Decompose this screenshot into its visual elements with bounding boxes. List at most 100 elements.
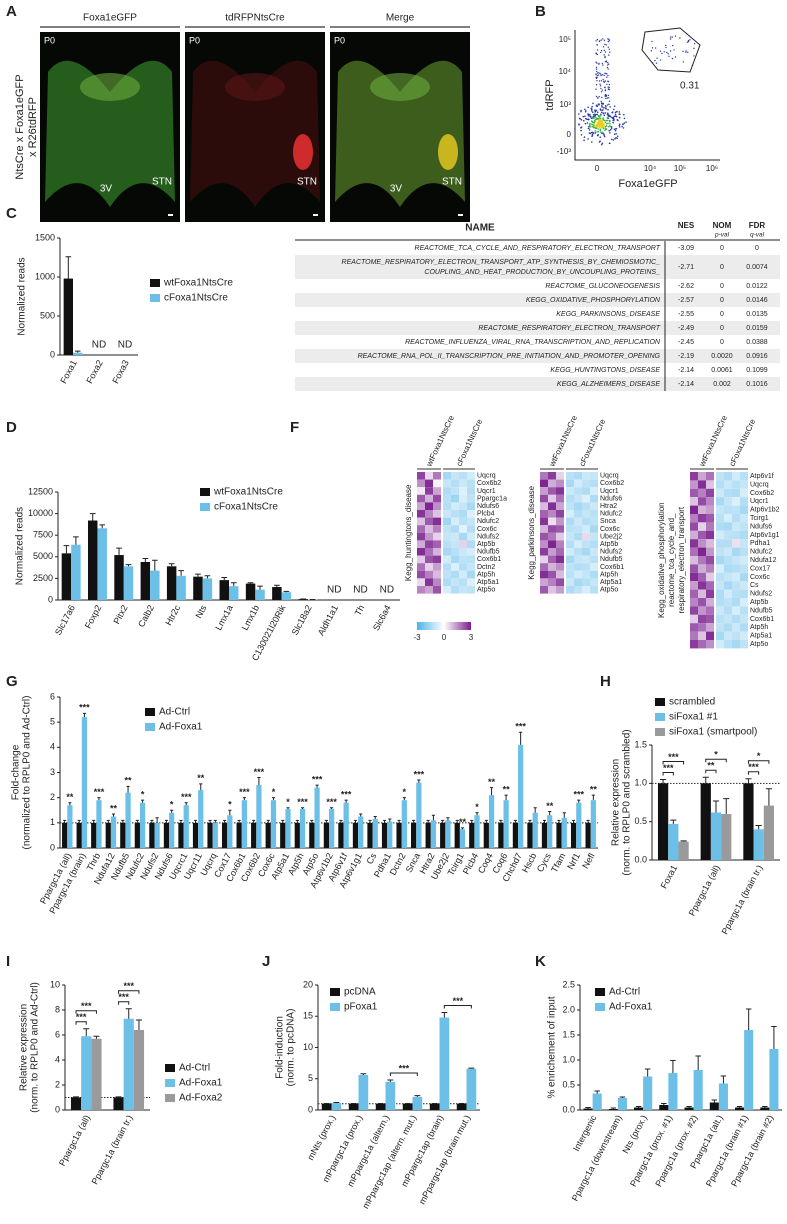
heat-cell — [740, 589, 748, 598]
event-dot — [609, 142, 611, 145]
x-tick-label: Intergenic — [571, 1113, 599, 1153]
table-cell: 0.0916 — [746, 353, 768, 360]
event-dot — [606, 76, 608, 79]
event-dot — [597, 74, 600, 76]
event-dot — [589, 122, 591, 125]
event-dot — [618, 124, 621, 127]
significance: * — [475, 802, 479, 812]
heat-cell — [706, 556, 714, 565]
heat-cell — [443, 502, 451, 510]
error-bar — [387, 1079, 394, 1082]
bar — [570, 822, 577, 848]
heat-cell — [548, 540, 556, 548]
heat-cell — [590, 494, 598, 503]
heat-cell — [443, 494, 451, 503]
heat-cell — [566, 578, 574, 586]
heat-cell — [556, 532, 564, 541]
event-dot — [616, 119, 619, 121]
event-dot — [596, 38, 599, 41]
legend-label: wtFoxa1NtsCre — [163, 278, 233, 289]
heat-cell — [706, 631, 714, 640]
bar — [71, 544, 81, 600]
heat-cell — [467, 525, 475, 533]
heat-cell — [740, 505, 748, 514]
legend-swatch — [595, 988, 605, 996]
heat-cell — [574, 494, 582, 503]
gene-label: Uqcr1 — [750, 498, 769, 505]
pathway-name: KEGG_ALZHEIMERS_DISEASE — [557, 381, 660, 388]
bar — [281, 592, 292, 600]
error-bar — [635, 1106, 642, 1108]
heat-cell — [698, 522, 706, 531]
heat-cell — [582, 570, 590, 579]
heat-cell — [556, 586, 564, 594]
bar — [294, 822, 300, 848]
bar — [527, 822, 533, 848]
legend-swatch — [145, 708, 155, 716]
bar — [617, 1098, 627, 1110]
y-tick-label: 15 — [303, 1011, 313, 1021]
heat-cell — [556, 479, 564, 488]
heat-cell — [590, 487, 598, 495]
heat-cell — [467, 510, 475, 518]
event-dot — [597, 125, 600, 128]
event-dot — [655, 62, 658, 64]
table-cell: 0.0074 — [746, 264, 768, 271]
heat-cell — [582, 578, 590, 586]
gene-label: Atp6v1f — [750, 473, 774, 480]
bar — [91, 1038, 102, 1110]
error-bar — [441, 1012, 448, 1018]
tissue — [80, 73, 140, 101]
heat-cell — [417, 578, 425, 586]
error-bar — [125, 564, 132, 567]
event-dot — [599, 108, 602, 110]
error-bar — [499, 819, 503, 823]
heat-cell — [467, 494, 475, 503]
event-dot — [659, 50, 662, 52]
heat-cell — [556, 555, 564, 564]
error-bar — [168, 563, 175, 567]
error-bar — [89, 513, 96, 521]
bar — [81, 717, 88, 848]
event-dot — [612, 118, 615, 121]
table-cell: -2.19 — [678, 353, 694, 360]
table-cell: 0 — [720, 325, 724, 332]
event-dot — [606, 104, 609, 106]
heat-cell — [467, 548, 475, 556]
legend-label: Ad-Foxa1 — [609, 1002, 653, 1013]
heat-cell — [417, 494, 425, 503]
table-cell: -2.49 — [678, 325, 694, 332]
event-dot — [622, 127, 625, 129]
table-subheader: q-val — [750, 232, 765, 239]
heat-cell — [724, 530, 732, 540]
bar — [183, 805, 189, 848]
error-bar — [745, 1008, 752, 1030]
heat-cell — [724, 631, 732, 640]
table-header: NOM — [713, 221, 732, 230]
heat-cell — [582, 586, 590, 594]
event-dot — [601, 106, 603, 108]
bar — [668, 1073, 678, 1110]
event-dot — [663, 51, 665, 53]
bar — [123, 1018, 134, 1110]
error-bar — [65, 256, 72, 279]
error-bar — [237, 819, 241, 823]
legend-label: Ad-Ctrl — [609, 987, 640, 998]
y-tick-label: 0.0 — [562, 1104, 575, 1114]
event-dot — [613, 115, 616, 118]
gene-label: Atp5b — [477, 541, 495, 548]
heat-cell — [459, 586, 467, 594]
x-tick-label: Lmx1b — [240, 603, 262, 632]
heat-cell — [724, 589, 732, 598]
event-dot — [613, 128, 616, 131]
bar — [255, 589, 265, 600]
error-bar — [135, 1019, 143, 1030]
heat-cell — [716, 631, 724, 640]
bar — [91, 822, 97, 848]
y-axis-label: (norm. to RPLP0 and scrambled) — [622, 729, 633, 875]
heat-cell — [698, 472, 706, 481]
panel-letter: H — [600, 673, 611, 690]
event-dot — [582, 115, 585, 118]
event-dot — [600, 74, 602, 77]
error-bar — [712, 800, 720, 813]
